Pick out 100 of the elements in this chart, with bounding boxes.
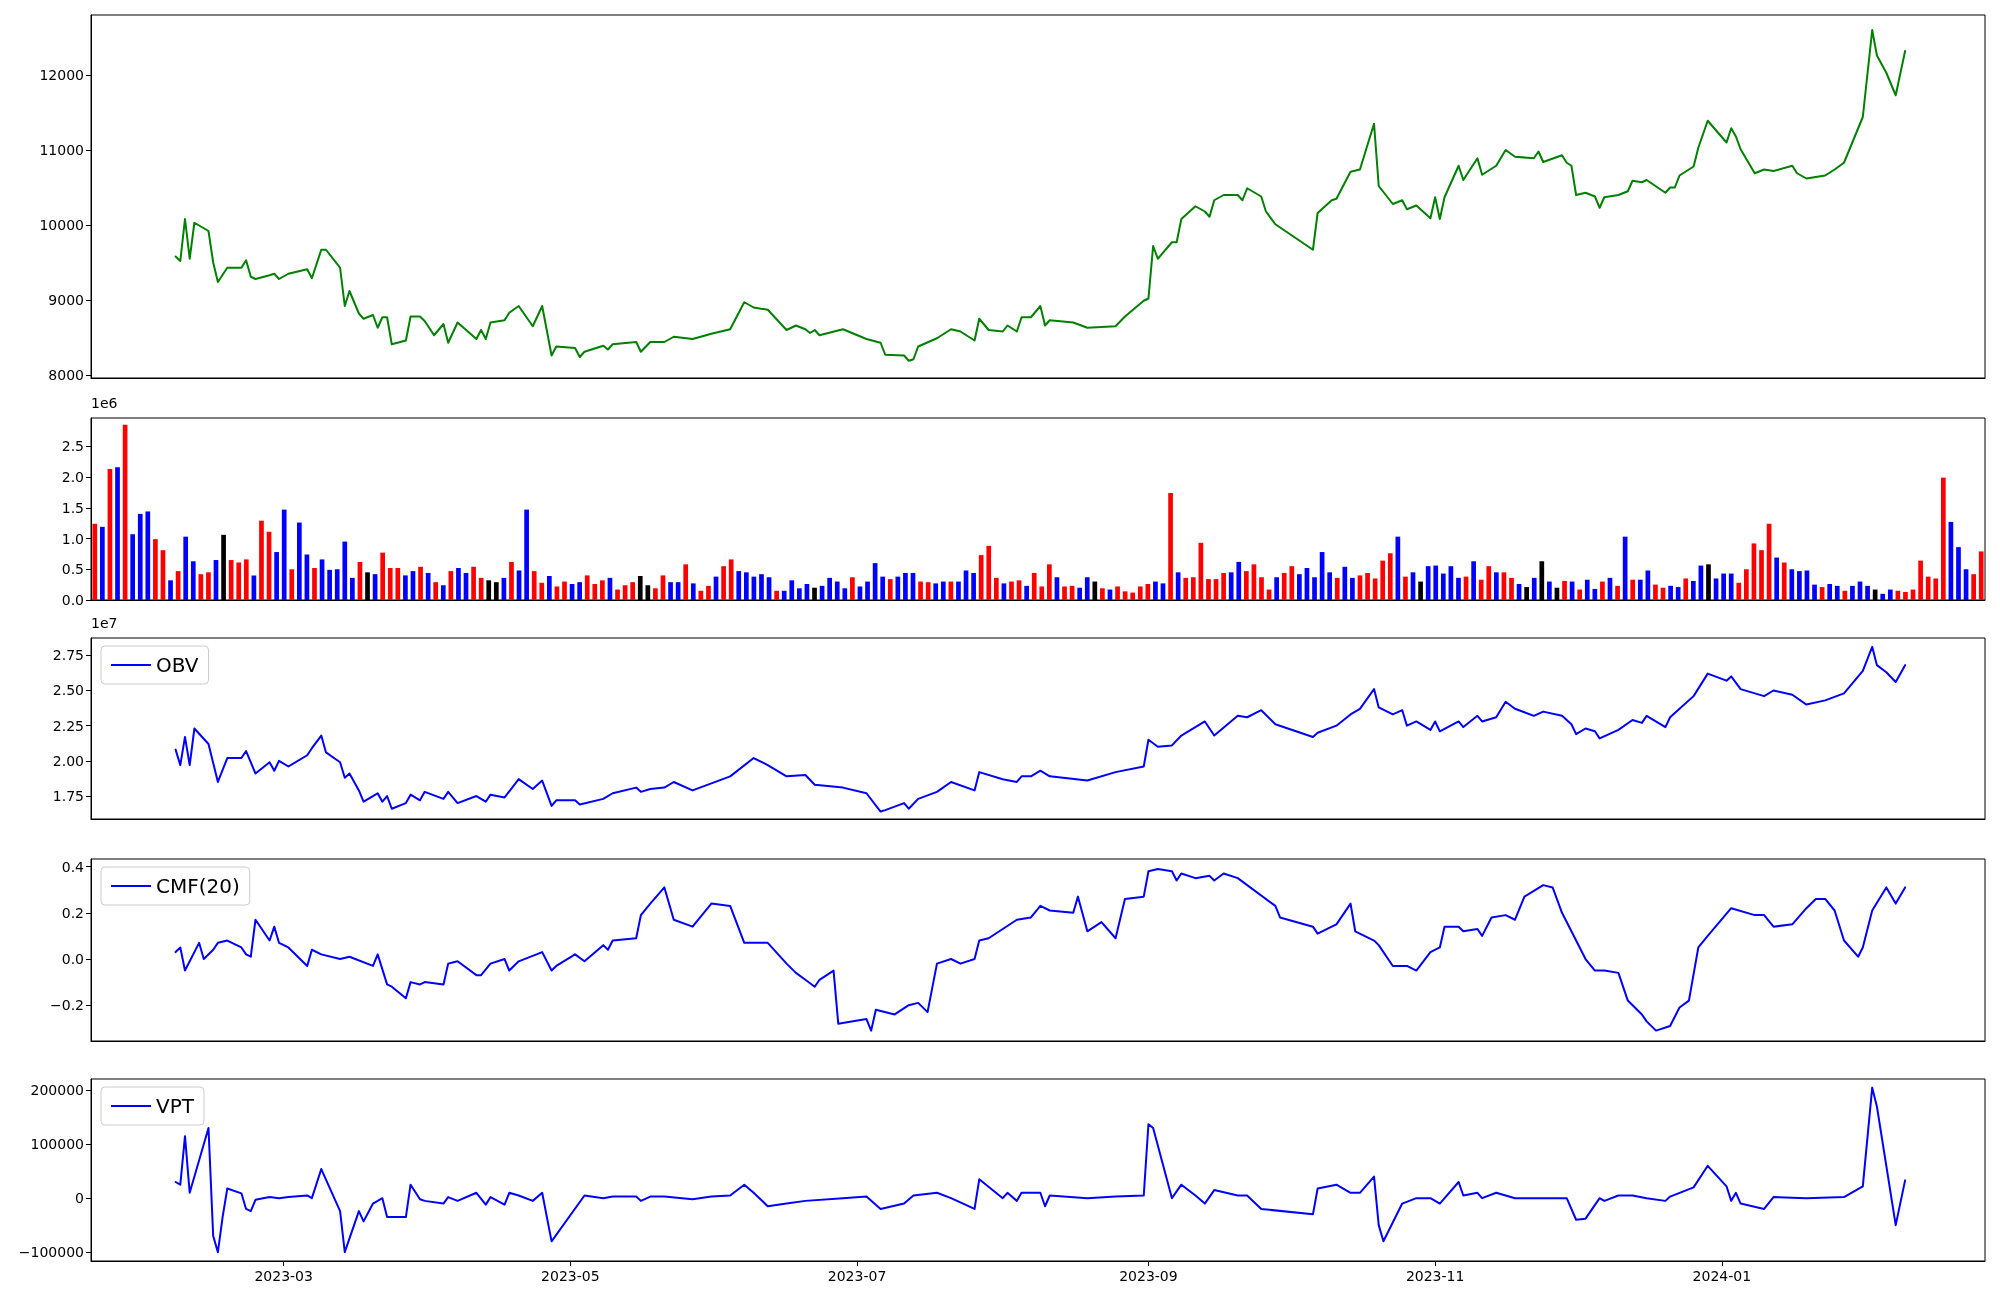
bar [137, 513, 143, 600]
bar [1653, 584, 1658, 600]
bar [1486, 566, 1492, 600]
bar [880, 576, 886, 600]
bar [1228, 572, 1234, 600]
bar [1956, 547, 1961, 600]
text: 1e6 [91, 395, 118, 411]
bar [387, 568, 393, 600]
bar [1440, 573, 1446, 600]
bar [850, 577, 855, 600]
bar [1334, 577, 1340, 600]
bar [1797, 571, 1802, 600]
bar [1940, 477, 1946, 600]
bar [600, 580, 605, 600]
y-tick-label: 0 [75, 1190, 84, 1207]
bar [1206, 579, 1211, 600]
y-tick-label: 2.5 [61, 438, 84, 455]
bar [827, 577, 833, 600]
line-series [174, 29, 1907, 362]
bar [478, 577, 484, 600]
x-tick-label: 2023-09 [1119, 1268, 1178, 1284]
bar [1009, 581, 1014, 600]
bar [1531, 577, 1537, 600]
bar [1842, 590, 1848, 600]
bar [1759, 550, 1764, 600]
y-tick-label: 0.5 [61, 561, 84, 578]
bar [1365, 572, 1370, 600]
bar [1387, 553, 1393, 600]
bar [289, 569, 295, 600]
bar [577, 582, 582, 600]
bar [1236, 561, 1242, 600]
x-tick-label: 2024-01 [1692, 1268, 1752, 1284]
bar [1342, 566, 1348, 600]
bar [1547, 581, 1552, 600]
bar [978, 555, 984, 600]
bar [1221, 572, 1226, 600]
y-tick-label: 11000 [39, 142, 84, 158]
bar [524, 509, 529, 600]
bar [653, 588, 658, 600]
bar [1971, 574, 1976, 600]
bar [781, 590, 787, 600]
bar [403, 575, 408, 600]
bar [183, 536, 189, 600]
y-tick-label: 2.00 [52, 752, 84, 769]
bar [1925, 576, 1931, 600]
x-tick-label: 2023-03 [254, 1268, 313, 1284]
bar [584, 575, 590, 600]
text: 1e7 [91, 615, 118, 631]
bar [1637, 579, 1643, 600]
bar [350, 577, 355, 600]
bar [259, 520, 264, 600]
bar [1774, 557, 1780, 600]
bar [1933, 578, 1939, 600]
bar [531, 571, 537, 600]
bar [1130, 592, 1136, 600]
y-tick-label: 1.5 [61, 499, 84, 516]
bar [1690, 580, 1696, 600]
bar [1887, 589, 1893, 600]
y-tick-label: 1.0 [61, 530, 84, 547]
bar [1243, 571, 1249, 600]
bar [153, 539, 158, 600]
bar [940, 581, 946, 600]
bar [842, 588, 848, 600]
bar [1259, 577, 1264, 600]
bar [1281, 572, 1287, 600]
bar [418, 566, 423, 600]
bar [1592, 588, 1598, 600]
bar [690, 583, 696, 600]
legend-label: CMF(20) [156, 874, 240, 898]
bar [539, 582, 545, 600]
bar [1289, 566, 1295, 600]
bar [130, 534, 136, 600]
bar [1721, 573, 1726, 600]
bar [1509, 577, 1514, 600]
bar [168, 580, 173, 600]
y-tick-label: 8000 [48, 367, 84, 383]
bar [1047, 564, 1052, 600]
bar [1630, 579, 1636, 600]
bar [1562, 580, 1567, 600]
bar [509, 561, 514, 600]
y-tick-label: 100000 [30, 1136, 84, 1153]
bar [1274, 577, 1279, 600]
bar [728, 559, 734, 600]
bar [834, 581, 840, 600]
bar [1850, 585, 1855, 600]
bar [547, 576, 552, 600]
y-tick-label: 1.75 [52, 788, 84, 805]
bar [1077, 587, 1083, 600]
y-tick-label: 2.75 [52, 647, 84, 664]
bar [115, 467, 120, 600]
bar [1880, 593, 1886, 600]
bar [743, 572, 749, 600]
bar [1834, 585, 1840, 600]
bar [615, 589, 620, 600]
bar [887, 579, 893, 600]
bar [1327, 572, 1333, 600]
bar [1122, 591, 1128, 600]
bar [1903, 592, 1908, 600]
y-tick-label: −0.2 [50, 997, 84, 1014]
bar [986, 545, 992, 600]
